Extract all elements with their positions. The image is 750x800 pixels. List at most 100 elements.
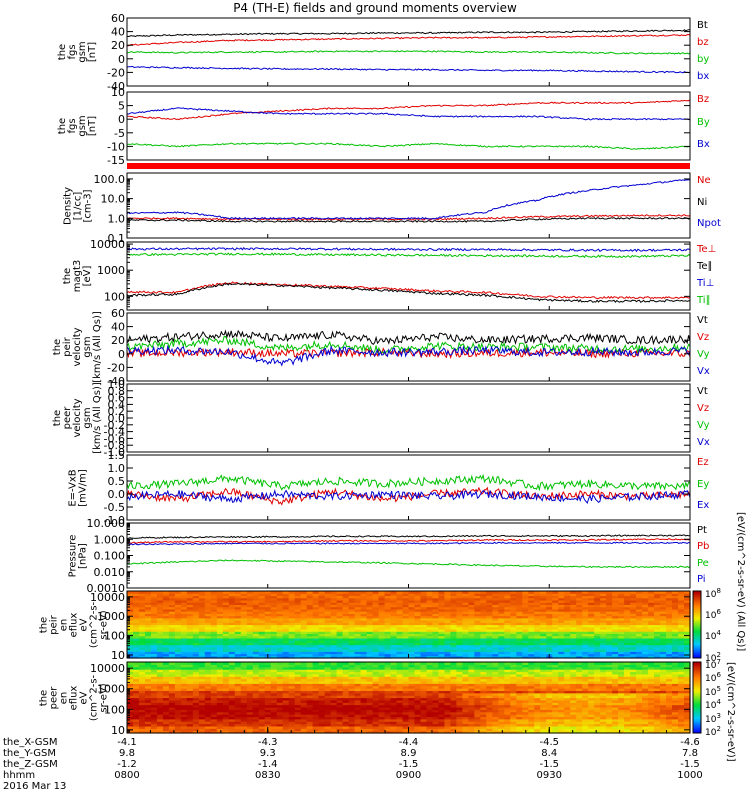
heatmap-cell [366,611,374,614]
heatmap-cell [168,709,176,713]
heatmap-cell [480,606,487,610]
heatmap-cell [438,649,446,652]
heatmap-cell [228,702,236,706]
heatmap-cell [324,704,332,708]
heatmap-cell [522,613,529,617]
heatmap-cell [246,597,254,601]
series-line-fgs_gsm_bt-3 [126,65,691,74]
heatmap-cell [342,723,350,727]
heatmap-cell [552,640,559,643]
heatmap-cell [270,725,278,729]
heatmap-cell [300,615,308,619]
heatmap-cell [288,716,296,720]
heatmap-cell [336,680,344,684]
heatmap-cell [420,611,428,614]
heatmap-cell [396,664,404,668]
colorbar-cell [693,656,701,659]
heatmap-cell [318,640,326,643]
heatmap-cell [127,617,134,621]
heatmap-cell [576,617,583,621]
heatmap-cell [432,709,440,713]
heatmap-cell [474,597,481,601]
heatmap-cell [348,602,356,605]
heatmap-cell [348,591,356,594]
heatmap-cell [366,637,374,641]
heatmap-cell [252,626,260,630]
heatmap-cell [186,706,194,710]
heatmap-cell [594,613,601,617]
heatmap-cell [492,622,499,626]
heatmap-cell [282,669,290,673]
heatmap-cell [138,699,146,703]
heatmap-cell [366,680,374,684]
heatmap-cell [348,640,356,643]
heatmap-cell [138,680,146,684]
heatmap-cell [312,669,320,673]
heatmap-cell [402,591,410,594]
heatmap-cell [606,595,613,599]
heatmap-cell [522,611,529,614]
heatmap-cell [246,637,254,641]
heatmap-cell [468,628,475,632]
heatmap-cell [618,599,625,603]
heatmap-cell [222,637,230,641]
heatmap-cell [234,604,242,608]
heatmap-cell [516,613,523,617]
heatmap-cell [372,678,380,682]
heatmap-cell [384,699,392,703]
heatmap-cell [162,635,170,639]
heatmap-cell [654,604,661,608]
heatmap-cell [432,635,440,639]
heatmap-cell [312,680,320,684]
heatmap-cell [468,711,475,715]
heatmap-cell [636,635,643,639]
heatmap-cell [282,723,290,727]
heatmap-cell [264,613,272,617]
heatmap-cell [420,591,428,594]
heatmap-cell [150,699,158,703]
heatmap-cell [234,662,242,665]
heatmap-cell [258,704,266,708]
heatmap-cell [354,608,362,612]
heatmap-cell [378,690,386,694]
heatmap-cell [570,613,577,617]
heatmap-cell [510,624,517,628]
heatmap-cell [402,664,410,668]
heatmap-cell [240,611,248,614]
heatmap-cell [462,676,469,680]
heatmap-cell [198,604,206,608]
heatmap-cell [480,730,487,734]
heatmap-cell [492,608,499,612]
heatmap-cell [366,678,374,682]
heatmap-cell [306,602,314,605]
heatmap-cell [510,655,517,659]
heatmap-cell [666,591,673,594]
heatmap-cell [618,649,625,652]
heatmap-cell [246,620,254,623]
heatmap-cell [186,604,194,608]
heatmap-cell [318,678,326,682]
heatmap-cell [534,611,541,614]
heatmap-cell [174,728,182,732]
heatmap-cell [474,637,481,641]
heatmap-cell [612,655,619,659]
heatmap-cell [162,626,170,630]
heatmap-cell [348,662,356,665]
heatmap-cell [270,676,278,680]
heatmap-cell [600,613,607,617]
heatmap-cell [252,711,260,715]
heatmap-cell [582,597,589,601]
heatmap-cell [288,611,296,614]
heatmap-cell [168,730,176,734]
heatmap-cell [420,602,428,605]
heatmap-cell [318,721,326,725]
heatmap-cell [516,637,523,641]
heatmap-cell [666,637,673,641]
heatmap-cell [378,653,386,657]
heatmap-cell [270,655,278,659]
heatmap-cell [282,637,290,641]
heatmap-cell [384,631,392,635]
y-tick-label: -0.2 [104,419,125,432]
heatmap-cell [408,669,416,673]
heatmap-cell [228,685,236,689]
